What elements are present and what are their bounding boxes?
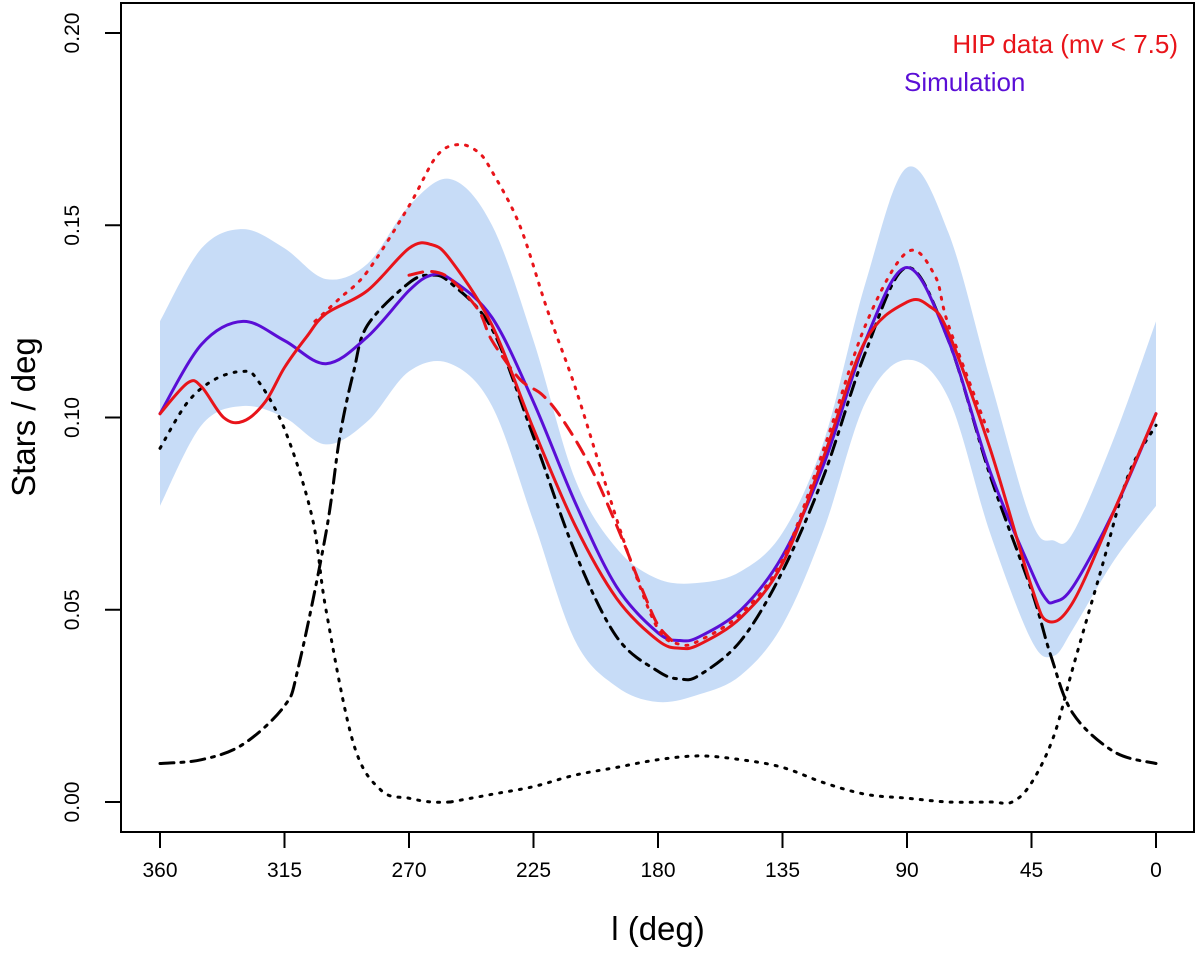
y-tick-label: 0.00	[61, 782, 84, 823]
x-tick-label: 270	[391, 859, 426, 882]
y-tick-label: 0.20	[61, 13, 84, 54]
x-tick-label: 180	[640, 859, 675, 882]
series-line-2	[407, 269, 674, 642]
series-line-1	[158, 241, 1158, 651]
series-line-0	[158, 266, 1158, 643]
y-axis: 0.00 0.05 0.10 0.15 0.20	[61, 13, 122, 823]
plot-frame	[120, 2, 1195, 833]
x-tick-label: 315	[267, 859, 302, 882]
series-layer	[158, 142, 1158, 805]
x-tick-label: 360	[142, 859, 177, 882]
x-axis: 360 315 270 225 180 135 90 45 0	[142, 831, 1162, 882]
x-tick-label: 225	[516, 859, 551, 882]
legend-simulation: Simulation	[904, 67, 1025, 97]
x-axis-title: l (deg)	[611, 910, 705, 947]
series-line-3	[313, 142, 992, 647]
y-axis-title: Stars / deg	[5, 337, 42, 497]
x-tick-label: 45	[1020, 859, 1043, 882]
x-tick-label: 135	[765, 859, 800, 882]
y-tick-label: 0.05	[61, 589, 84, 630]
series-line-5	[158, 369, 452, 804]
x-tick-label: 0	[1150, 859, 1162, 882]
x-tick-label: 90	[895, 859, 918, 882]
band-layer	[160, 166, 1156, 703]
y-tick-label: 0.15	[61, 205, 84, 246]
y-tick-label: 0.10	[61, 397, 84, 438]
legend-hip-data: HIP data (mv < 7.5)	[952, 29, 1178, 59]
uncertainty-band	[160, 166, 1156, 703]
